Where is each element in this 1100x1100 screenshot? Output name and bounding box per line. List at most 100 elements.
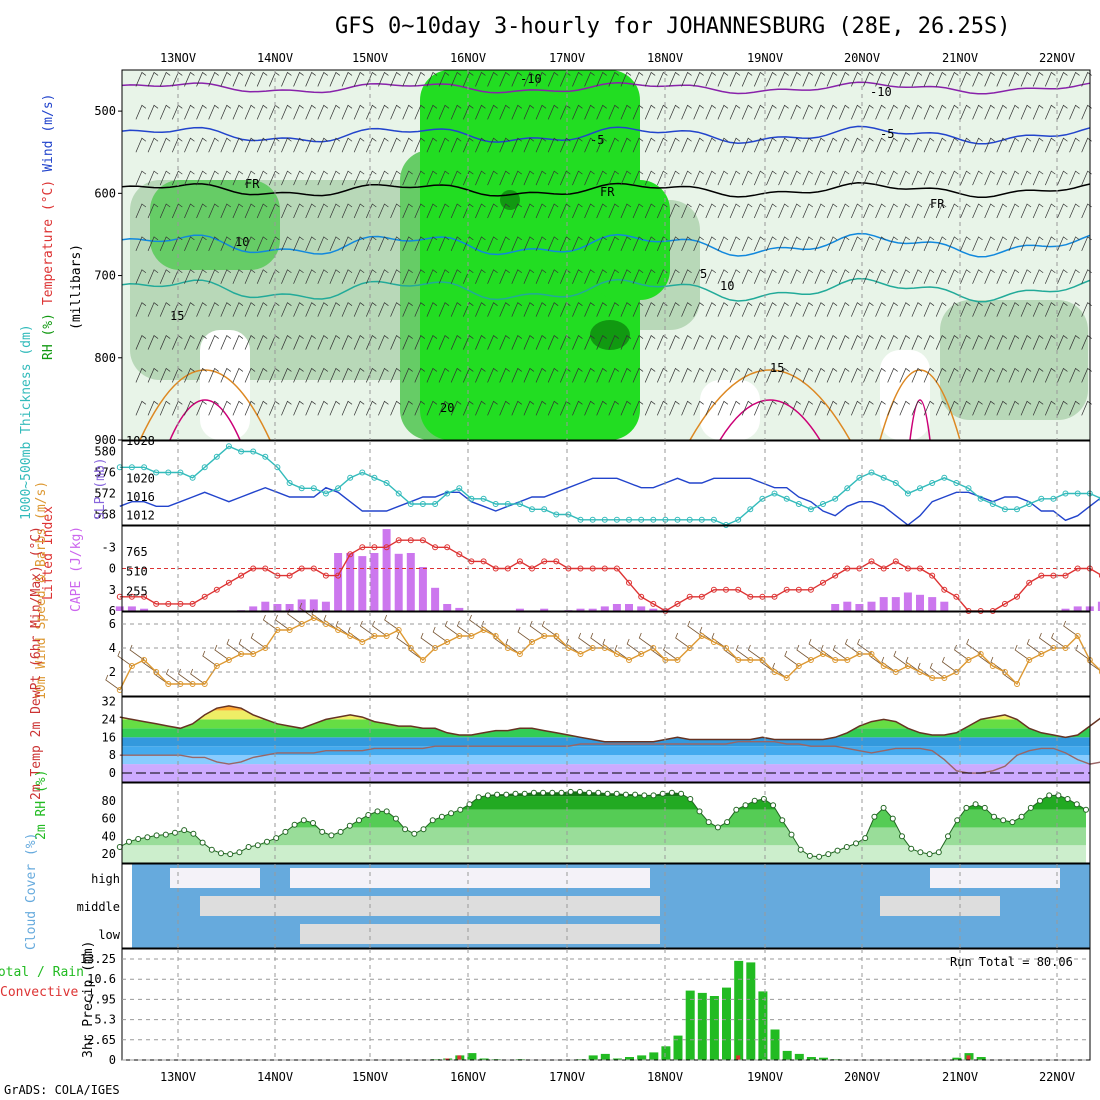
upper-wind-barb [256, 104, 268, 120]
upper-wind-barb [766, 269, 777, 284]
lifted-index-line-point [250, 565, 257, 572]
wind-speed-line-point [965, 657, 972, 663]
rh-point [843, 844, 850, 850]
upper-wind-barb [1069, 71, 1080, 87]
lifted-index-line-point [347, 551, 354, 558]
rh-dry-1 [700, 380, 760, 440]
contour-freezing [121, 182, 1091, 199]
upper-wind-barb [826, 335, 838, 350]
upper-wind-barb [584, 137, 595, 153]
upper-wind-barb [414, 269, 426, 284]
upper-wind-barb [996, 269, 1008, 284]
upper-wind-barb [353, 400, 365, 416]
upper-wind-barb [378, 203, 389, 219]
upper-wind-barb [608, 367, 620, 383]
upper-wind-barb [147, 170, 159, 186]
upper-wind-barb [511, 236, 523, 252]
upper-wind-barb [499, 170, 510, 186]
upper-wind-barb [390, 236, 401, 252]
upper-wind-barb [850, 236, 862, 252]
upper-wind-barb [669, 367, 680, 383]
upper-wind-barb [705, 400, 717, 416]
upper-wind-barb [438, 71, 450, 87]
upper-wind-barb [196, 236, 207, 252]
upper-wind-barb [499, 335, 510, 350]
rh-point [448, 810, 455, 817]
lifted-index-line-point [225, 579, 232, 586]
lifted-index-line-point [213, 586, 220, 593]
upper-wind-barb [608, 400, 620, 416]
upper-wind-barb [1032, 269, 1044, 284]
thickness-line-point [468, 495, 475, 502]
upper-wind-barb [329, 236, 341, 252]
rh-point [586, 789, 593, 796]
lifted-index-line-point [1001, 600, 1008, 607]
upper-wind-barb [487, 170, 498, 186]
precip-total-bar [722, 987, 731, 1060]
upper-wind-barb [523, 137, 535, 153]
thickness-line-point [1074, 490, 1081, 497]
upper-wind-barb [329, 400, 341, 416]
wind-barb-10m [238, 638, 254, 655]
rh-point [714, 824, 721, 831]
upper-wind-barb [244, 71, 256, 87]
lifted-index-line-point [468, 558, 475, 565]
upper-wind-barb [390, 367, 401, 383]
upper-wind-barb [244, 104, 256, 120]
contour-temp-minus10 [121, 81, 1091, 95]
precip-total-bar [673, 1035, 683, 1060]
upper-wind-barb [753, 367, 765, 383]
upper-wind-barb [547, 170, 559, 186]
upper-wind-barb [147, 367, 159, 383]
upper-wind-barb [159, 335, 171, 350]
upper-wind-barb [341, 203, 353, 219]
upper-wind-barb [232, 137, 244, 153]
upper-wind-barb [899, 71, 911, 87]
wind-barb-10m [990, 656, 1006, 673]
upper-wind-barb [559, 302, 571, 317]
upper-wind-barb [705, 170, 717, 186]
wind-speed-line-point [529, 639, 535, 645]
upper-wind-barb [972, 269, 983, 284]
upper-wind-barb [899, 269, 911, 284]
upper-wind-barb [523, 269, 535, 284]
rh-point [438, 813, 445, 820]
upper-wind-barb [208, 236, 219, 252]
precip-legend-convective: Convective [0, 985, 78, 1000]
x-tick-top-21NOV: 21NOV [942, 51, 978, 65]
upper-wind-barb [669, 170, 680, 186]
upper-wind-barb [147, 137, 159, 153]
rh-point [549, 789, 556, 796]
upper-wind-barb [535, 71, 547, 87]
x-tick-bottom-17NOV: 17NOV [549, 1070, 585, 1084]
thickness-line-point [480, 495, 487, 502]
upper-wind-barb [814, 236, 826, 252]
rh-tick-40: 40 [102, 829, 116, 843]
upper-wind-barb [778, 302, 789, 317]
cape-bar [879, 597, 888, 611]
upper-wind-barb [462, 302, 474, 317]
cape-bar [358, 556, 367, 611]
thickness-line [119, 445, 1100, 526]
upper-wind-barb [559, 137, 571, 153]
temp-band [122, 710, 1090, 720]
upper-wind-barb [814, 104, 826, 120]
upper-wind-barb [499, 367, 510, 383]
x-tick-top-13NOV: 13NOV [160, 51, 196, 65]
upper-wind-barb [305, 302, 316, 317]
upper-wind-barb [705, 302, 717, 317]
upper-wind-barb [220, 400, 232, 416]
upper-wind-barb [1057, 71, 1068, 87]
upper-wind-barb [984, 104, 995, 120]
x-tick-top-16NOV: 16NOV [450, 51, 486, 65]
upper-wind-barb [753, 170, 765, 186]
upper-wind-barb [960, 302, 971, 317]
cape-bar [334, 553, 343, 611]
upper-wind-barb [972, 170, 983, 186]
rh-point [300, 817, 307, 824]
upper-wind-barb [329, 71, 341, 87]
thickness-line-point [989, 501, 996, 507]
rh-point [135, 836, 142, 842]
upper-wind-barb [184, 400, 195, 416]
wind-barb-10m [832, 644, 848, 661]
